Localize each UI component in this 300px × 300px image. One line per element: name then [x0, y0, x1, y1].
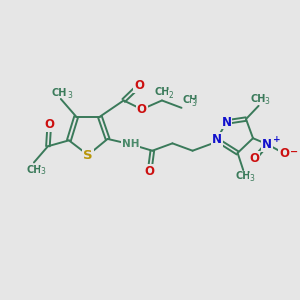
Text: 3: 3 — [191, 99, 196, 108]
Text: O: O — [279, 147, 289, 160]
Text: N: N — [262, 138, 272, 151]
Text: CH: CH — [52, 88, 67, 98]
Text: CH: CH — [26, 165, 42, 175]
Text: N: N — [212, 133, 222, 146]
Text: 3: 3 — [40, 167, 45, 176]
Text: CH: CH — [183, 95, 198, 105]
Text: O: O — [44, 118, 54, 131]
Text: CH: CH — [236, 172, 251, 182]
Text: NH: NH — [122, 139, 139, 149]
Text: S: S — [83, 148, 93, 161]
Text: 3: 3 — [265, 98, 270, 106]
Text: O: O — [137, 103, 147, 116]
Text: 2: 2 — [168, 91, 173, 100]
Text: O: O — [145, 165, 154, 178]
Text: CH: CH — [154, 87, 170, 97]
Text: O: O — [134, 79, 144, 92]
Text: 3: 3 — [249, 174, 254, 183]
Text: N: N — [221, 116, 231, 128]
Text: −: − — [290, 147, 298, 157]
Text: +: + — [273, 135, 281, 144]
Text: O: O — [249, 152, 260, 165]
Text: 3: 3 — [67, 91, 72, 100]
Text: CH: CH — [251, 94, 266, 104]
